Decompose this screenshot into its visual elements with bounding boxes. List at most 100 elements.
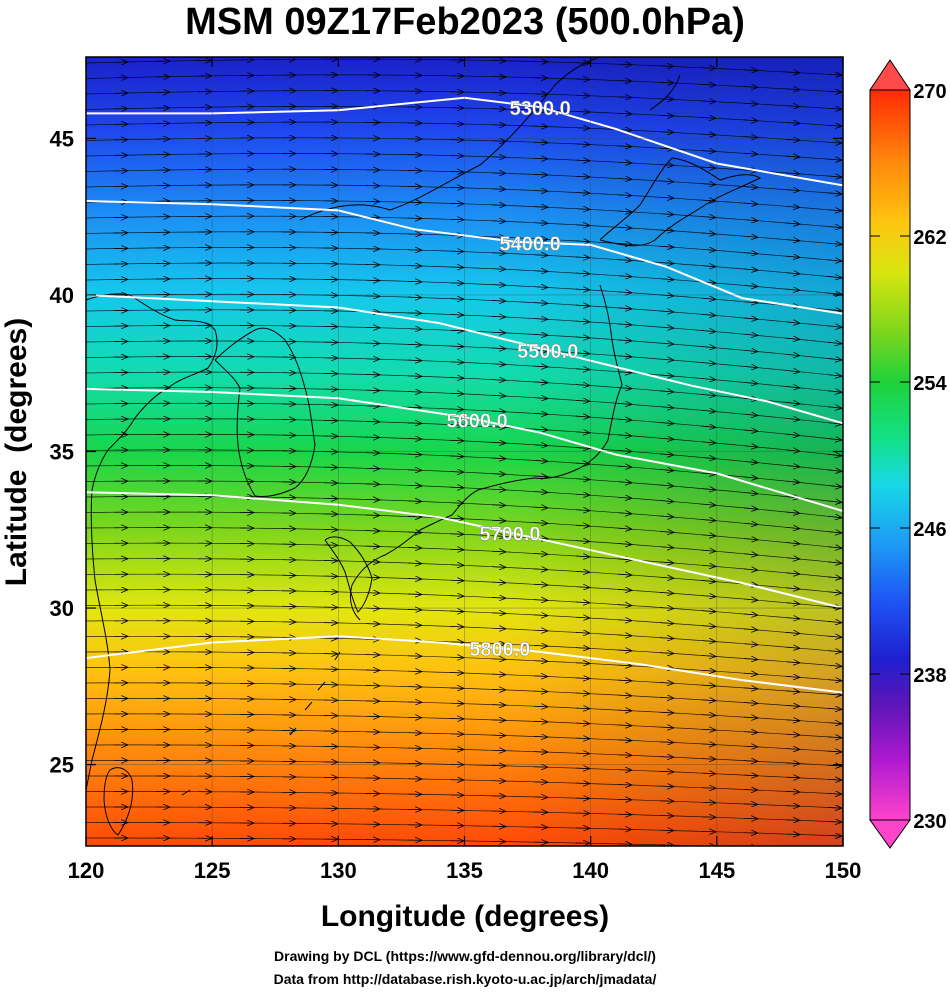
streamline-arrow xyxy=(785,749,800,750)
streamline-arrow xyxy=(743,269,758,270)
height-contour-label: 5600.0 xyxy=(447,411,508,433)
streamline-arrow xyxy=(575,160,590,161)
height-contour-labels: 5300.0 5400.0 5500.0 5600.0 5700.0 5800.0 xyxy=(446,98,578,661)
streamline-arrow xyxy=(659,214,674,215)
streamline-arrow xyxy=(785,450,800,451)
streamline-arrow xyxy=(491,332,506,333)
streamline-arrow xyxy=(449,518,464,519)
streamline-arrow xyxy=(701,410,716,411)
streamline-arrow xyxy=(617,179,632,180)
streamline-arrow xyxy=(575,273,590,274)
streamline-arrow xyxy=(827,326,842,327)
streamline-arrow xyxy=(701,655,716,656)
streamline-arrow xyxy=(491,613,506,614)
streamline-arrow xyxy=(701,504,716,505)
streamline-arrow xyxy=(785,527,800,528)
streamline-arrow xyxy=(785,763,800,764)
streamline-arrow xyxy=(533,223,548,224)
streamline-arrow xyxy=(743,804,758,805)
streamline-arrow xyxy=(449,314,464,315)
streamline-arrow xyxy=(575,587,590,588)
streamline-arrow xyxy=(575,225,590,226)
streamline-arrow xyxy=(449,596,464,597)
streamline-arrow xyxy=(617,755,632,756)
streamline-arrow xyxy=(827,822,842,823)
streamline-arrow xyxy=(827,407,842,409)
streamline-arrow xyxy=(407,439,422,440)
streamline-arrow xyxy=(743,382,758,383)
coastline-korea xyxy=(214,327,316,497)
streamline-arrow xyxy=(491,520,506,521)
streamline-arrow xyxy=(407,360,422,361)
streamline-arrow xyxy=(701,670,716,671)
streamline-arrow xyxy=(491,458,506,459)
streamline-arrow xyxy=(701,550,716,551)
height-contour-label: 5500.0 xyxy=(517,341,578,363)
streamline-arrow xyxy=(617,482,632,483)
streamline-arrow xyxy=(659,327,674,328)
streamline-arrow xyxy=(785,618,800,619)
streamline-arrow xyxy=(785,370,800,371)
streamline-arrow xyxy=(701,233,716,234)
colorbar-tick-label: 262 xyxy=(913,227,946,249)
streamline-arrow xyxy=(617,403,632,404)
streamline-arrow xyxy=(533,476,548,477)
streamline-arrow xyxy=(575,723,590,724)
streamline-arrow xyxy=(575,144,590,145)
streamline-arrow xyxy=(701,134,716,135)
streamline-arrow xyxy=(827,665,842,666)
streamline-arrow xyxy=(617,243,632,244)
streamline-arrow xyxy=(827,532,842,533)
streamline-arrow xyxy=(659,438,674,439)
streamline-arrow xyxy=(491,582,506,583)
streamline-arrow xyxy=(533,691,548,692)
streamline-arrow xyxy=(617,227,632,228)
streamline-arrow xyxy=(575,209,590,210)
streamline-arrow xyxy=(533,287,548,288)
colorbar-max-arrow xyxy=(869,59,911,91)
streamline-arrow xyxy=(659,516,674,517)
streamline-arrow xyxy=(743,644,758,645)
streamline-arrow xyxy=(575,337,590,338)
coastlines xyxy=(86,57,762,836)
streamline-arrow xyxy=(575,738,590,739)
streamline-arrow xyxy=(575,753,590,754)
streamline-arrow xyxy=(701,249,716,250)
streamline-arrow xyxy=(449,346,464,347)
coastline-asia-mainland xyxy=(86,293,218,791)
streamline-arrow xyxy=(827,391,842,392)
streamline-arrow xyxy=(827,751,842,752)
streamline-arrow xyxy=(743,732,758,733)
streamline-arrow xyxy=(743,253,758,254)
streamline-arrow xyxy=(743,120,758,121)
streamline-arrow xyxy=(449,378,464,379)
streamline-arrow xyxy=(575,416,590,417)
streamline-arrow xyxy=(575,632,590,633)
streamline-arrow xyxy=(617,589,632,590)
streamline-arrow xyxy=(533,255,548,256)
streamline-arrow xyxy=(407,579,422,580)
streamline-arrow xyxy=(659,391,674,392)
streamline-arrow xyxy=(617,528,632,529)
streamline-arrow xyxy=(575,556,590,557)
streamline-arrow xyxy=(785,402,800,403)
streamline-arrow xyxy=(491,489,506,490)
streamline-arrow xyxy=(617,276,632,277)
streamline-arrow xyxy=(491,536,506,537)
streamline-arrow xyxy=(701,489,716,490)
streamline-arrow xyxy=(659,99,674,100)
streamline-arrow xyxy=(701,788,716,789)
streamline-arrow xyxy=(659,501,674,502)
colorbar-bar xyxy=(869,89,911,821)
streamline-arrow xyxy=(659,343,674,344)
streamline-arrow xyxy=(617,665,632,666)
streamline-arrow xyxy=(617,419,632,420)
streamline-arrow xyxy=(743,137,758,138)
streamline-arrow xyxy=(491,253,506,254)
streamline-arrow xyxy=(785,273,800,274)
streamline-arrow xyxy=(575,571,590,572)
streamline-arrow xyxy=(617,740,632,741)
streamline-arrow xyxy=(449,456,464,457)
streamline-arrow xyxy=(743,220,758,221)
